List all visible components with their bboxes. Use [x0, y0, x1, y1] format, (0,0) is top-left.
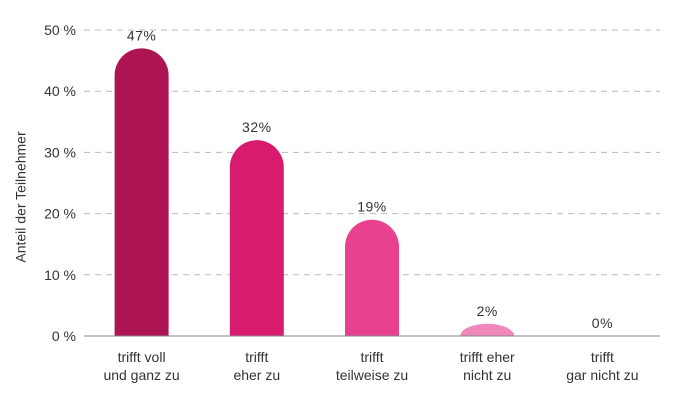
category-label: trifft	[591, 349, 614, 365]
bar	[114, 48, 169, 336]
y-tick-label: 0 %	[52, 328, 76, 344]
bar	[345, 219, 399, 336]
category-label: teilweise zu	[336, 367, 408, 383]
category-label: trifft eher	[460, 349, 515, 365]
bar	[229, 140, 284, 336]
y-axis-ticks: 0 % 10 % 20 % 30 % 40 % 50 %	[44, 22, 76, 344]
data-label: 0%	[592, 315, 613, 331]
bar	[460, 323, 515, 336]
data-label: 32%	[242, 119, 272, 135]
category-label: trifft voll	[118, 349, 166, 365]
y-tick-label: 30 %	[44, 144, 76, 160]
data-label: 19%	[357, 199, 387, 215]
data-labels: 47% 32% 19% 2% 0%	[127, 27, 613, 331]
category-label: nicht zu	[463, 367, 511, 383]
y-tick-label: 20 %	[44, 206, 76, 222]
category-label: trifft	[245, 349, 268, 365]
category-label: eher zu	[233, 367, 280, 383]
y-axis-label: Anteil der Teilnehmer	[13, 131, 29, 263]
y-tick-label: 40 %	[44, 83, 76, 99]
y-tick-label: 50 %	[44, 22, 76, 38]
y-tick-label: 10 %	[44, 267, 76, 283]
data-label: 2%	[477, 303, 498, 319]
category-label: gar nicht zu	[566, 367, 638, 383]
x-axis-categories: trifft voll und ganz zu trifft eher zu triff…	[103, 349, 638, 383]
category-label: trifft	[360, 349, 383, 365]
bars	[114, 48, 515, 336]
data-label: 47%	[127, 27, 157, 43]
category-label: und ganz zu	[103, 367, 179, 383]
